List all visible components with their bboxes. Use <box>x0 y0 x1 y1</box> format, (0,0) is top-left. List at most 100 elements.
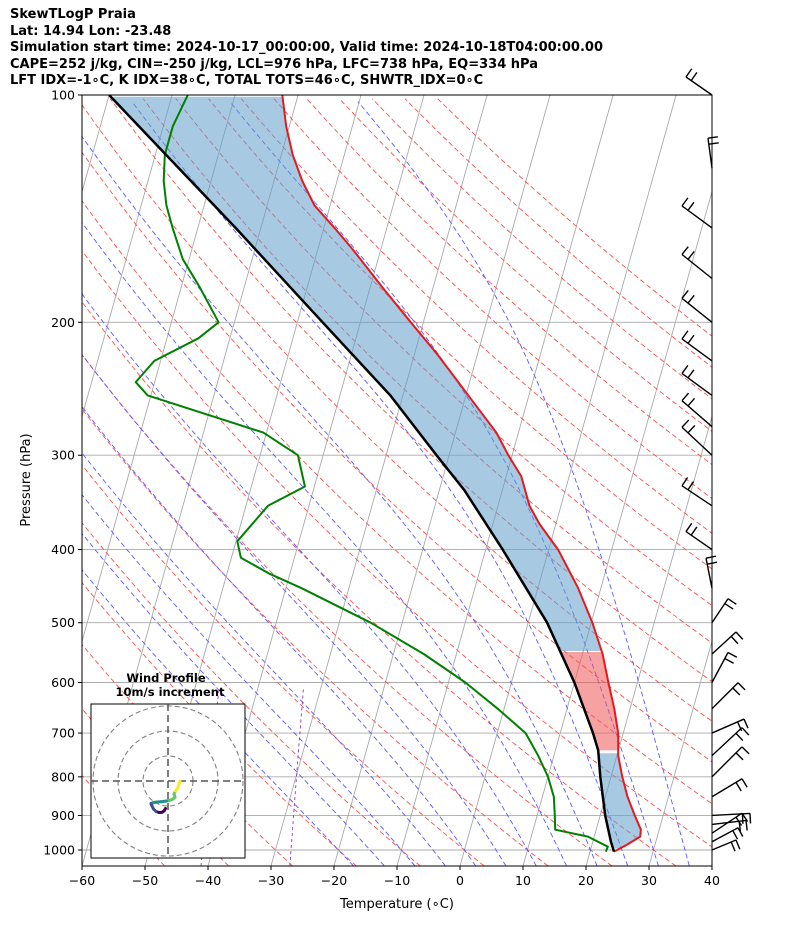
moist-adiabat <box>229 101 659 866</box>
dry-adiabat <box>273 98 712 500</box>
dry-adiabat <box>339 98 712 432</box>
wind-barb-flag <box>738 821 742 832</box>
x-tick-label: 30 <box>641 873 657 888</box>
cape-shading <box>560 652 619 751</box>
x-axis-label: Temperature (∘C) <box>339 897 454 912</box>
hodograph-content <box>91 704 245 858</box>
wind-barb-flag <box>737 827 744 837</box>
wind-barb-flag <box>687 481 695 491</box>
wind-barb-shaft <box>681 372 713 397</box>
x-tick-label: −10 <box>384 873 410 888</box>
moist-adiabat <box>82 532 385 866</box>
x-tick-label: 0 <box>456 873 464 888</box>
parcel-line <box>108 95 616 852</box>
wind-barb <box>711 839 741 852</box>
wind-barb-flag <box>727 598 737 605</box>
wind-barb-shaft <box>711 631 737 655</box>
wind-barb-flag <box>724 602 734 610</box>
isotherm-line <box>333 95 551 866</box>
y-tick-label: 200 <box>51 315 75 330</box>
wind-barb-flag <box>681 477 689 487</box>
moist-adiabat <box>82 406 477 866</box>
wind-barb-flag <box>708 142 719 145</box>
wind-barb-shaft <box>685 76 713 96</box>
dry-adiabat <box>82 200 712 805</box>
wind-barb-flag <box>687 397 696 407</box>
wind-barb <box>711 718 749 734</box>
wind-barb-flag <box>681 419 690 428</box>
x-tick-label: 40 <box>704 873 720 888</box>
wind-barb <box>711 682 746 710</box>
temperature-line <box>281 95 642 853</box>
isotherm-line <box>82 95 173 419</box>
chart-data-layer <box>108 95 642 853</box>
wind-barb-flag <box>705 555 716 559</box>
wind-barb-flag <box>687 334 695 344</box>
wind-barb-flag <box>685 68 693 78</box>
wind-barb-shaft <box>711 819 747 826</box>
wind-barb-shaft <box>711 839 737 851</box>
wind-barb <box>681 477 713 507</box>
wind-barb <box>711 651 738 683</box>
dry-adiabat <box>82 301 677 866</box>
mixing-ratio-line <box>289 688 304 866</box>
y-tick-label: 1000 <box>43 843 75 858</box>
wind-barb <box>681 330 713 362</box>
wind-barb-flag <box>741 813 744 824</box>
upper-negative-shading <box>110 96 602 652</box>
wind-barb-shaft <box>681 485 713 507</box>
moist-adiabat <box>357 101 690 866</box>
moist-adiabat <box>82 221 568 866</box>
wind-barb <box>681 197 713 229</box>
isotherm-line <box>522 189 712 866</box>
dry-adiabat <box>82 250 712 848</box>
wind-barb-flag <box>735 839 741 850</box>
isotherm-line <box>459 95 677 866</box>
wind-barb-shaft <box>681 338 713 362</box>
wind-barb-flag <box>681 197 689 207</box>
wind-barb-shaft <box>681 400 713 428</box>
wind-barb-flag <box>741 778 748 788</box>
y-tick-label: 100 <box>51 88 75 103</box>
moist-adiabat <box>82 569 354 866</box>
wind-barb <box>711 812 752 824</box>
hodograph-inset: Wind Profile 10m/s increment <box>90 671 246 859</box>
moist-adiabat <box>82 135 598 866</box>
wind-barb-shaft <box>685 530 713 551</box>
x-tick-label: 20 <box>578 873 594 888</box>
x-tick-label: −60 <box>69 873 95 888</box>
moist-adiabat <box>82 293 537 866</box>
wind-barb-flag <box>749 813 752 824</box>
y-tick-label: 700 <box>51 726 75 741</box>
wind-barb-flag <box>681 330 689 340</box>
wind-barb-flag <box>685 522 693 532</box>
wind-barb-shaft <box>681 205 713 229</box>
chart-title: SkewTLogP Praia <box>10 7 136 22</box>
wind-barb-shaft <box>681 297 713 323</box>
wind-barb-flag <box>727 651 738 658</box>
wind-barb-flag <box>690 71 698 81</box>
wind-barb-flag <box>735 781 742 792</box>
isotherm-line <box>82 95 236 643</box>
wind-barb-flag <box>732 830 739 840</box>
wind-barb-flag <box>735 732 744 742</box>
wind-barb-flag <box>681 364 689 374</box>
wind-barb-flag <box>732 687 741 696</box>
wind-barb-flag <box>690 526 698 536</box>
y-tick-label: 400 <box>51 542 75 557</box>
isotherm-line <box>711 864 712 866</box>
wind-barb <box>685 522 713 551</box>
wind-barb-flag <box>735 631 744 640</box>
wind-barb-flag <box>707 561 718 565</box>
dry-adiabat <box>82 151 712 763</box>
stability-indices-1: CAPE=252 j/kg, CIN=-250 j/kg, LCL=976 hP… <box>10 56 538 72</box>
y-tick-label: 300 <box>51 448 75 463</box>
wind-barb-shaft <box>681 253 713 280</box>
wind-barb-flag <box>687 251 695 260</box>
station-coordinates: Lat: 14.94 Lon: -23.48 <box>10 23 172 39</box>
dry-adiabat <box>306 98 712 466</box>
wind-barb-shaft <box>711 652 729 683</box>
simulation-times: Simulation start time: 2024-10-17_00:00:… <box>10 40 603 55</box>
isotherm-line <box>585 414 712 866</box>
wind-barb <box>681 290 713 323</box>
